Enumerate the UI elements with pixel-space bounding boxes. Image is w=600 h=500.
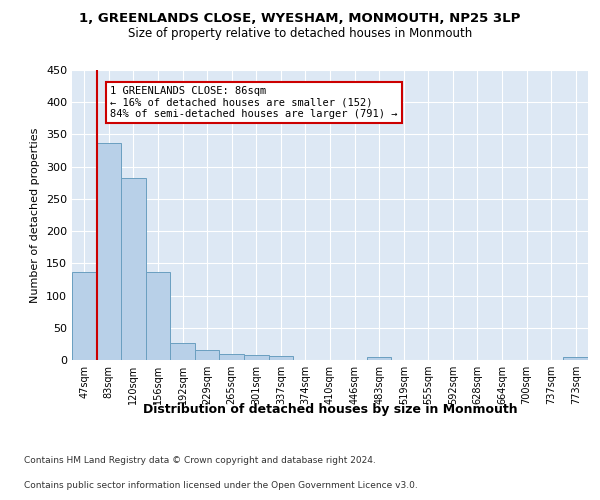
Bar bbox=[269, 356, 293, 360]
Bar bbox=[563, 358, 588, 360]
Text: Contains public sector information licensed under the Open Government Licence v3: Contains public sector information licen… bbox=[24, 481, 418, 490]
Text: 1, GREENLANDS CLOSE, WYESHAM, MONMOUTH, NP25 3LP: 1, GREENLANDS CLOSE, WYESHAM, MONMOUTH, … bbox=[79, 12, 521, 26]
Bar bbox=[220, 354, 244, 360]
Bar bbox=[72, 272, 97, 360]
Bar bbox=[244, 356, 269, 360]
Bar bbox=[170, 342, 195, 360]
Bar bbox=[97, 144, 121, 360]
Bar bbox=[146, 272, 170, 360]
Text: 1 GREENLANDS CLOSE: 86sqm
← 16% of detached houses are smaller (152)
84% of semi: 1 GREENLANDS CLOSE: 86sqm ← 16% of detac… bbox=[110, 86, 398, 120]
Bar bbox=[367, 357, 391, 360]
Text: Contains HM Land Registry data © Crown copyright and database right 2024.: Contains HM Land Registry data © Crown c… bbox=[24, 456, 376, 465]
Text: Size of property relative to detached houses in Monmouth: Size of property relative to detached ho… bbox=[128, 28, 472, 40]
Y-axis label: Number of detached properties: Number of detached properties bbox=[31, 128, 40, 302]
Text: Distribution of detached houses by size in Monmouth: Distribution of detached houses by size … bbox=[143, 402, 517, 415]
Bar bbox=[121, 178, 146, 360]
Bar bbox=[195, 350, 220, 360]
